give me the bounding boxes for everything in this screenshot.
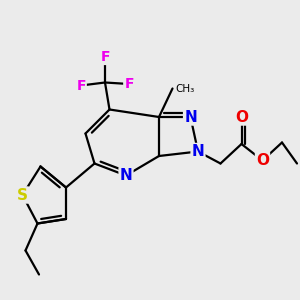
Text: O: O <box>235 110 248 124</box>
Text: F: F <box>76 79 86 92</box>
Text: S: S <box>17 188 28 202</box>
Text: F: F <box>124 77 134 91</box>
Text: N: N <box>192 144 204 159</box>
Text: N: N <box>120 168 132 183</box>
Text: CH₃: CH₃ <box>176 83 195 94</box>
Text: O: O <box>256 153 269 168</box>
Text: F: F <box>100 50 110 64</box>
Text: N: N <box>184 110 197 124</box>
